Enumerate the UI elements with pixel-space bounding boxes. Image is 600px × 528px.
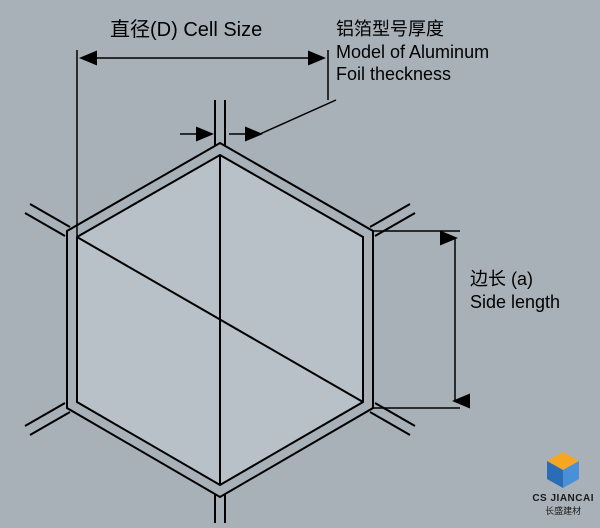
diagram-svg [0, 0, 600, 523]
thickness-dimension [180, 100, 336, 134]
thickness-label-en1: Model of Aluminum [336, 41, 489, 64]
brand-logo: CS JIANCAI 长盛建材 [532, 449, 594, 517]
thickness-label-en2: Foil theckness [336, 63, 489, 86]
side-label-zh: 边长 [470, 269, 506, 289]
thickness-label-zh: 铝箔型号厚度 [336, 18, 489, 41]
logo-text-zh: 长盛建材 [532, 504, 594, 517]
diameter-label: 直径(D) Cell Size [110, 18, 262, 43]
thickness-label: 铝箔型号厚度 Model of Aluminum Foil theckness [336, 18, 489, 86]
hexagon-cell [25, 100, 415, 523]
diameter-label-en: Cell Size [183, 19, 262, 41]
side-label-var: (a) [511, 269, 533, 289]
side-length-dimension [373, 231, 460, 408]
diameter-label-zh: 直径(D) [110, 19, 178, 41]
cube-icon [542, 449, 584, 491]
side-length-label: 边长 (a) Side length [470, 268, 560, 313]
hexagon-cell-diagram: 直径(D) Cell Size 铝箔型号厚度 Model of Aluminum… [0, 0, 600, 523]
side-label-en: Side length [470, 291, 560, 314]
logo-text-en: CS JIANCAI [532, 493, 594, 504]
